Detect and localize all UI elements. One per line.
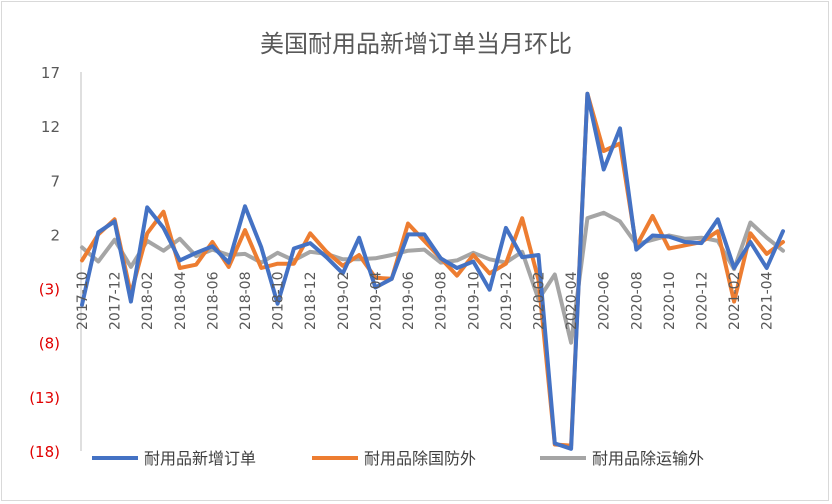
x-tick-label: 2017-10 — [75, 272, 91, 331]
x-axis-ticks: 2017-10 2017-12 2018-02 2018-04 2018-06 2018-… — [75, 271, 776, 330]
y-tick-label: (3) — [39, 281, 60, 299]
y-tick-label: 12 — [41, 118, 60, 136]
series-line-1 — [80, 91, 785, 451]
y-tick-label: 2 — [50, 226, 60, 244]
y-tick-label: (18) — [29, 443, 60, 461]
x-tick-label: 2018-06 — [205, 271, 221, 330]
x-tick-label: 2019-06 — [401, 271, 417, 330]
x-tick-label: 2018-02 — [140, 272, 156, 331]
legend-label: 耐用品除国防外 — [364, 449, 476, 468]
series-line-2 — [80, 91, 785, 448]
x-tick-label: 2019-12 — [499, 272, 515, 331]
legend-label: 耐用品新增订单 — [144, 449, 256, 468]
x-tick-label: 2017-12 — [108, 272, 124, 331]
y-tick-label: 7 — [50, 172, 60, 190]
legend: 耐用品新增订单 耐用品除国防外 耐用品除运输外 — [92, 449, 704, 468]
series-lines — [80, 91, 785, 451]
legend-label: 耐用品除运输外 — [592, 449, 704, 468]
x-tick-label: 2019-10 — [466, 271, 482, 330]
y-tick-label: (13) — [29, 389, 60, 407]
x-tick-label: 2019-08 — [434, 272, 450, 331]
x-tick-label: 2020-08 — [629, 272, 645, 331]
x-tick-label: 2020-04 — [564, 271, 580, 330]
x-tick-label: 2020-10 — [662, 272, 678, 331]
y-axis-ticks: 17 12 7 2 (3) (8) (13) (18) — [29, 64, 60, 461]
x-tick-label: 2021-02 — [727, 272, 743, 331]
x-tick-label: 2018-10 — [271, 272, 287, 331]
chart-title: 美国耐用品新增订单当月环比 — [260, 30, 572, 58]
x-tick-label: 2018-04 — [173, 271, 189, 330]
x-tick-label: 2019-04 — [368, 271, 384, 330]
x-tick-label: 2018-12 — [303, 272, 319, 331]
y-tick-label: (8) — [39, 335, 60, 353]
x-tick-label: 2020-12 — [694, 272, 710, 331]
x-tick-label: 2018-08 — [238, 272, 254, 331]
x-tick-label: 2019-02 — [336, 272, 352, 331]
x-tick-label: 2021-04 — [760, 271, 776, 330]
x-tick-label: 2020-06 — [597, 271, 613, 330]
x-tick-label: 2020-02 — [531, 272, 547, 331]
y-tick-label: 17 — [41, 64, 60, 82]
